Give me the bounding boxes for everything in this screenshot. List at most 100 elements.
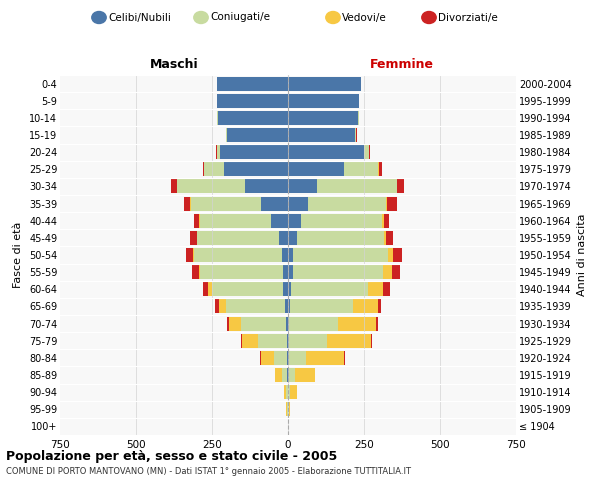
Bar <box>191 196 260 210</box>
Bar <box>212 282 283 296</box>
Text: Celibi/Nubili: Celibi/Nubili <box>108 12 171 22</box>
Bar <box>217 145 220 159</box>
Bar <box>306 351 344 365</box>
Bar <box>289 351 306 365</box>
Bar <box>293 248 388 262</box>
Bar <box>226 300 285 314</box>
Bar <box>271 214 288 228</box>
Bar <box>227 128 288 142</box>
Bar <box>205 162 224 176</box>
Bar <box>288 248 293 262</box>
Bar <box>326 334 371 347</box>
Bar <box>288 76 361 90</box>
Bar <box>287 334 288 347</box>
Bar <box>217 111 218 125</box>
Bar <box>383 265 392 279</box>
Bar <box>190 231 197 245</box>
Bar <box>284 385 286 399</box>
Bar <box>288 282 291 296</box>
Bar <box>197 231 280 245</box>
Bar <box>288 334 289 347</box>
Bar <box>203 162 205 176</box>
Bar <box>274 351 287 365</box>
Bar <box>289 334 326 347</box>
Bar <box>392 265 400 279</box>
Bar <box>353 300 377 314</box>
Bar <box>261 351 274 365</box>
Bar <box>220 145 288 159</box>
Bar <box>288 351 289 365</box>
Bar <box>364 145 368 159</box>
Bar <box>308 196 386 210</box>
Bar <box>288 94 359 108</box>
Bar <box>317 180 397 194</box>
Bar <box>199 214 200 228</box>
Bar <box>287 351 288 365</box>
Bar <box>285 300 288 314</box>
Bar <box>283 282 288 296</box>
Bar <box>288 368 289 382</box>
Bar <box>229 316 241 330</box>
Text: Popolazione per età, sesso e stato civile - 2005: Popolazione per età, sesso e stato civil… <box>6 450 337 463</box>
Bar <box>282 248 288 262</box>
Bar <box>338 316 376 330</box>
Bar <box>282 368 287 382</box>
Bar <box>288 385 290 399</box>
Bar <box>301 214 382 228</box>
Bar <box>289 368 295 382</box>
Y-axis label: Fasce di età: Fasce di età <box>13 222 23 288</box>
Bar <box>177 180 245 194</box>
Bar <box>288 265 293 279</box>
Bar <box>376 316 378 330</box>
Bar <box>290 300 353 314</box>
Bar <box>216 145 217 159</box>
Bar <box>371 334 372 347</box>
Bar <box>344 162 378 176</box>
Bar <box>377 300 381 314</box>
Bar <box>260 351 261 365</box>
Bar <box>289 402 290 416</box>
Bar <box>293 265 383 279</box>
Bar <box>224 162 288 176</box>
Bar <box>280 231 288 245</box>
Bar <box>286 402 287 416</box>
Bar <box>193 248 194 262</box>
Bar <box>288 402 289 416</box>
Bar <box>219 300 226 314</box>
Bar <box>388 248 393 262</box>
Bar <box>288 231 296 245</box>
Bar <box>186 248 193 262</box>
Bar <box>290 385 297 399</box>
Bar <box>289 316 338 330</box>
Bar <box>287 402 288 416</box>
Bar <box>344 351 345 365</box>
Bar <box>384 214 389 228</box>
Bar <box>384 231 386 245</box>
Bar <box>383 282 390 296</box>
Bar <box>283 265 288 279</box>
Bar <box>288 180 317 194</box>
Bar <box>288 162 344 176</box>
Text: Divorziati/e: Divorziati/e <box>438 12 498 22</box>
Bar <box>194 214 199 228</box>
Text: COMUNE DI PORTO MANTOVANO (MN) - Dati ISTAT 1° gennaio 2005 - Elaborazione TUTTI: COMUNE DI PORTO MANTOVANO (MN) - Dati IS… <box>6 468 411 476</box>
Bar <box>275 368 282 382</box>
Bar <box>171 180 177 194</box>
Bar <box>286 385 288 399</box>
Bar <box>382 214 384 228</box>
Text: Vedovi/e: Vedovi/e <box>342 12 387 22</box>
Bar <box>291 282 368 296</box>
Y-axis label: Anni di nascita: Anni di nascita <box>577 214 587 296</box>
Bar <box>217 94 288 108</box>
Bar <box>387 196 397 210</box>
Bar <box>368 282 383 296</box>
Text: Maschi: Maschi <box>149 58 199 71</box>
Bar <box>218 111 288 125</box>
Text: Femmine: Femmine <box>370 58 434 71</box>
Bar <box>295 368 315 382</box>
Bar <box>217 76 288 90</box>
Bar <box>215 300 219 314</box>
Bar <box>355 128 356 142</box>
Bar <box>288 214 301 228</box>
Bar <box>288 196 308 210</box>
